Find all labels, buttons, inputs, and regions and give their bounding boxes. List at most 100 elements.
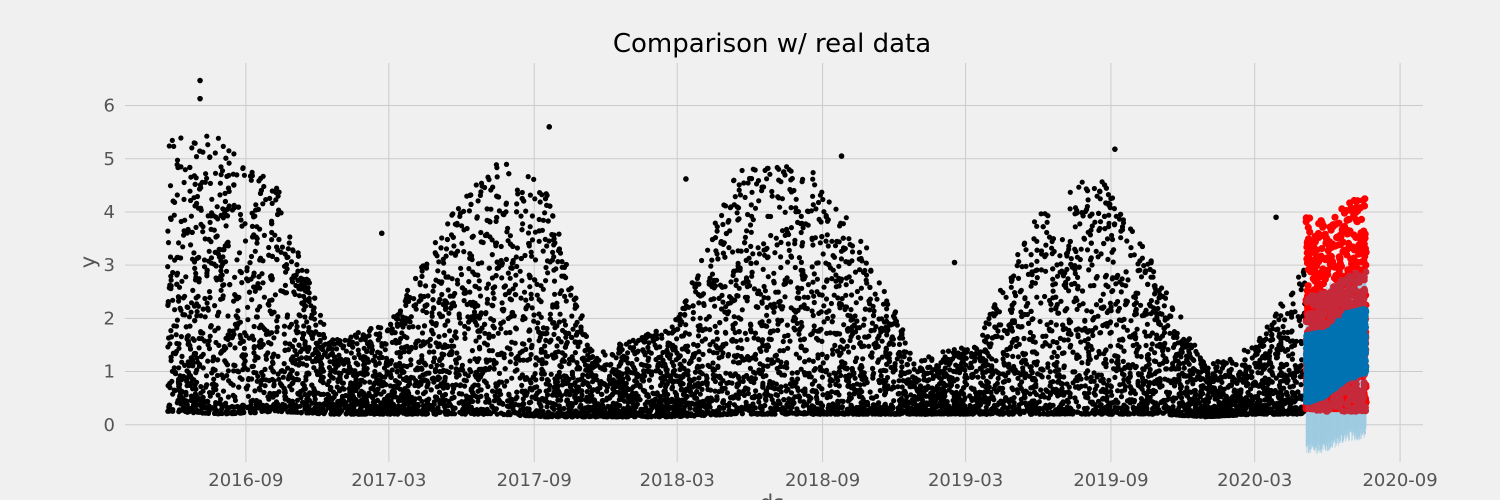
observed-point — [1074, 207, 1080, 213]
observed-point — [302, 314, 308, 320]
observed-point — [289, 387, 295, 393]
observed-point — [1034, 258, 1040, 264]
observed-point — [1034, 294, 1040, 300]
observed-point — [814, 396, 820, 402]
observed-point — [174, 340, 180, 347]
observed-point — [225, 239, 231, 245]
observed-point — [871, 308, 877, 314]
observed-point — [1137, 267, 1143, 273]
observed-point — [458, 265, 464, 271]
observed-point — [1063, 251, 1070, 257]
observed-point — [474, 322, 480, 328]
observed-point — [403, 302, 409, 308]
observed-point — [1161, 303, 1167, 309]
observed-point — [768, 232, 774, 239]
observed-point — [482, 330, 488, 336]
observed-point — [191, 173, 197, 179]
observed-point — [876, 280, 882, 286]
observed-point — [494, 165, 500, 171]
observed-point — [202, 236, 208, 242]
observed-point — [269, 188, 275, 194]
observed-point — [204, 133, 210, 139]
observed-point — [489, 252, 495, 258]
observed-point — [185, 369, 192, 375]
observed-point — [1281, 329, 1287, 335]
observed-point — [473, 182, 479, 188]
observed-point — [284, 312, 291, 318]
observed-point — [507, 233, 513, 239]
observed-point — [1010, 353, 1016, 359]
observed-point — [1127, 384, 1133, 390]
observed-point — [1081, 235, 1087, 241]
observed-point — [272, 232, 278, 238]
observed-point — [819, 189, 825, 195]
observed-point — [178, 334, 184, 340]
observed-point — [864, 245, 870, 251]
observed-point — [174, 157, 181, 163]
observed-point — [810, 176, 816, 182]
observed-point — [348, 334, 354, 340]
observed-point — [231, 362, 237, 368]
observed-point — [775, 327, 781, 333]
observed-point — [795, 289, 801, 295]
observed-point — [291, 289, 297, 295]
observed-point — [239, 280, 245, 286]
observed-point — [429, 328, 435, 334]
observed-point — [761, 295, 767, 301]
observed-point — [204, 175, 210, 181]
observed-point — [674, 336, 680, 342]
observed-point — [810, 312, 816, 319]
observed-point — [284, 254, 290, 261]
observed-point — [854, 355, 860, 361]
observed-point — [980, 332, 986, 338]
observed-point — [1047, 343, 1053, 349]
observed-point — [992, 302, 998, 308]
observed-point — [1079, 179, 1085, 185]
observed-point — [1052, 281, 1058, 287]
observed-point — [1072, 224, 1078, 230]
observed-point — [850, 344, 857, 350]
observed-point — [274, 324, 280, 330]
observed-point — [209, 196, 215, 202]
observed-point — [572, 393, 578, 399]
observed-point — [292, 337, 298, 343]
observed-point — [546, 387, 552, 393]
observed-point — [824, 218, 831, 224]
observed-point — [1038, 267, 1044, 273]
observed-point — [1098, 297, 1104, 304]
observed-point — [811, 299, 817, 306]
observed-point — [1122, 384, 1129, 390]
observed-point — [705, 386, 711, 393]
observed-point — [528, 249, 534, 255]
observed-point — [686, 331, 692, 337]
observed-point — [536, 238, 542, 244]
observed-point — [205, 358, 211, 364]
observed-point — [648, 384, 655, 390]
observed-point — [696, 356, 702, 363]
observed-point — [313, 322, 319, 328]
observed-point — [445, 287, 451, 293]
observed-point — [724, 390, 731, 396]
observed-point — [782, 209, 788, 215]
observed-point — [1298, 323, 1304, 329]
observed-point — [281, 323, 288, 329]
observed-point — [1109, 236, 1116, 243]
observed-point — [188, 242, 194, 248]
observed-point — [193, 154, 200, 160]
observed-point — [551, 254, 557, 260]
observed-point — [836, 263, 842, 269]
observed-point — [244, 265, 250, 271]
observed-point — [1050, 276, 1056, 282]
observed-point — [1272, 313, 1278, 319]
observed-point — [207, 180, 213, 186]
observed-point — [220, 388, 227, 394]
observed-point — [529, 237, 536, 243]
observed-point — [1034, 223, 1040, 229]
observed-point — [742, 234, 749, 240]
observed-point — [1031, 219, 1038, 225]
observed-point — [514, 263, 520, 270]
observed-point — [1105, 256, 1111, 262]
observed-point — [265, 350, 271, 356]
observed-point — [1160, 352, 1166, 358]
observed-point — [245, 393, 251, 399]
